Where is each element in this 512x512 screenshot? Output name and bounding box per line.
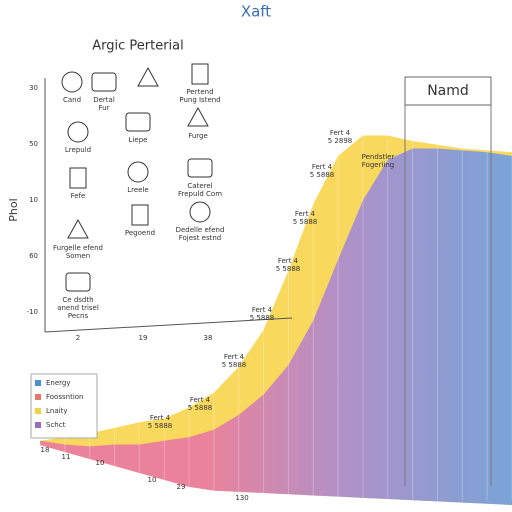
panel-axis <box>44 317 293 333</box>
y-label: Phol <box>7 198 20 221</box>
name-box <box>404 76 492 106</box>
icon <box>137 66 159 87</box>
panel-y-tick: -10 <box>27 308 38 316</box>
annotation: Fert 4 <box>252 306 273 314</box>
icon <box>61 71 83 93</box>
legend-label: Schct <box>46 421 66 429</box>
icon-label: Pegoend <box>125 229 155 237</box>
legend-label: Foossntion <box>46 393 83 401</box>
icon <box>131 204 149 226</box>
icon-label: anend trisel <box>57 304 99 312</box>
annotation: Fert 4 <box>150 414 171 422</box>
legend-swatch <box>35 422 41 428</box>
panel-y-tick: 10 <box>29 196 38 204</box>
annotation: Fert 4 <box>190 396 211 404</box>
x-tick-label: 10 <box>148 476 157 484</box>
icon <box>127 161 149 183</box>
annotation: 5 5888 <box>276 265 301 273</box>
icon <box>189 201 211 223</box>
icon <box>125 112 151 132</box>
icon <box>91 72 117 92</box>
annotation: Fert 4 <box>278 257 299 265</box>
icon-label: Pertend <box>186 88 213 96</box>
callout: Fogerling <box>362 161 394 169</box>
legend-label: Energy <box>46 379 71 387</box>
annotation: Fert 4 <box>295 210 316 218</box>
annotation: 5 2898 <box>328 137 353 145</box>
annotation: 5 5888 <box>188 404 213 412</box>
icon <box>187 158 213 178</box>
icon-label: Dertal <box>93 96 115 104</box>
icon-label: Lrepuld <box>65 146 91 154</box>
icon-label: Frepuld Com <box>178 190 222 198</box>
icon-label: Pung Istend <box>179 96 220 104</box>
icon-label: Cand <box>63 96 81 104</box>
annotation: 5 5888 <box>293 218 318 226</box>
icon-label: Dedelle efend <box>176 226 225 234</box>
panel-y-tick: 50 <box>29 140 38 148</box>
x-tick-label: 18 <box>41 446 50 454</box>
icon-label: Liepe <box>129 136 148 144</box>
icon <box>67 121 89 143</box>
x-tick-label: 10 <box>96 459 105 467</box>
panel-y-tick: 30 <box>29 84 38 92</box>
area <box>40 148 512 505</box>
panel-x-tick: 2 <box>76 334 80 342</box>
annotation: Fert 4 <box>312 163 333 171</box>
icon <box>187 106 209 127</box>
icon-label: Fojest estnd <box>179 234 222 242</box>
icon-label: Fefe <box>71 192 86 200</box>
icon-label: Pecns <box>68 312 89 320</box>
icon-label: Furgelle efend <box>53 244 103 252</box>
legend-label: Lnaity <box>46 407 67 415</box>
icon-label: Fur <box>99 104 110 112</box>
annotation: 5 5888 <box>250 314 275 322</box>
icon <box>67 218 89 239</box>
x-tick-label: 29 <box>177 483 186 491</box>
icon <box>69 167 87 189</box>
legend-box <box>30 373 98 439</box>
legend-swatch <box>35 408 41 414</box>
callout: Pendstler <box>362 153 395 161</box>
icon-label: Caterel <box>187 182 212 190</box>
icon-label: Furge <box>188 132 208 140</box>
legend-swatch <box>35 394 41 400</box>
annotation: 5 5888 <box>148 422 173 430</box>
x-tick-label: 11 <box>62 453 71 461</box>
icon-label: Somen <box>66 252 90 260</box>
icon-label: Lreele <box>127 186 149 194</box>
box-label: Namd <box>427 83 469 99</box>
annotation: Fert 4 <box>224 353 245 361</box>
annotation: 5 5888 <box>310 171 335 179</box>
panel-x-tick: 19 <box>139 334 148 342</box>
panel-y-tick: 60 <box>29 252 38 260</box>
panel-title: Argic Perterial <box>92 39 184 54</box>
legend-swatch <box>35 380 41 386</box>
icon <box>65 272 91 292</box>
icon-label: Ce dsdth <box>62 296 93 304</box>
x-tick-label: 130 <box>235 494 248 502</box>
annotation: 5 5888 <box>222 361 247 369</box>
panel-x-tick: 38 <box>204 334 213 342</box>
annotation: Fert 4 <box>330 129 351 137</box>
chart-title: Xaft <box>241 3 271 21</box>
icon <box>191 63 209 85</box>
